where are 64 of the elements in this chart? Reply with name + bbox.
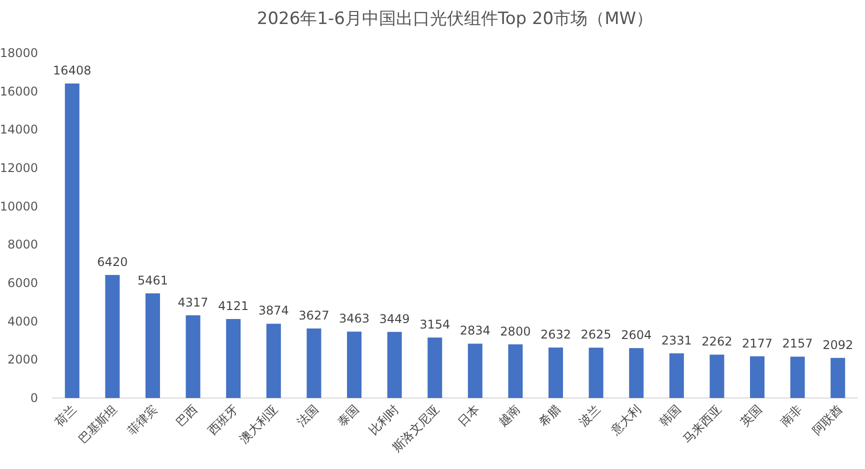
- bar: [588, 348, 604, 398]
- x-tick-label: 英国: [738, 402, 764, 430]
- data-label: 2834: [460, 324, 490, 338]
- x-tick-label: 越南: [496, 402, 523, 430]
- data-label: 2177: [742, 336, 773, 350]
- data-label: 2632: [540, 328, 572, 342]
- data-label: 2331: [661, 333, 692, 348]
- data-label: 4121: [218, 299, 249, 314]
- bar: [145, 293, 160, 398]
- bar: [306, 328, 322, 398]
- data-label: 2092: [822, 338, 854, 352]
- bar: [266, 324, 281, 398]
- bar: [710, 354, 724, 398]
- data-label: 3154: [420, 318, 450, 332]
- y-tick-label: 6000: [7, 276, 38, 290]
- chart-title: 2026年1-6月中国出口光伏组件Top 20市场（MW）: [256, 9, 654, 29]
- bar: [669, 353, 684, 398]
- y-tick-label: 2000: [7, 352, 38, 367]
- bar: [186, 315, 200, 398]
- data-label: 2157: [782, 336, 813, 351]
- data-label: 3463: [338, 312, 370, 326]
- y-tick-label: 0: [30, 391, 38, 405]
- bar: [548, 348, 564, 398]
- x-tick-label: 巴西: [173, 402, 200, 430]
- data-label: 4317: [178, 295, 208, 310]
- bar: [105, 274, 120, 398]
- bar: [790, 356, 805, 398]
- y-tick-label: 16000: [0, 84, 38, 98]
- data-label: 2625: [580, 328, 612, 342]
- y-tick-label: 8000: [7, 238, 38, 252]
- data-label: 2800: [500, 324, 531, 338]
- x-tick-label: 意大利: [607, 402, 644, 438]
- bar: [428, 338, 442, 398]
- data-label: 5461: [137, 273, 168, 288]
- x-tick-label: 日本: [455, 402, 482, 430]
- bar: [750, 356, 765, 398]
- x-tick-label: 南非: [778, 402, 805, 430]
- bar: [226, 319, 241, 398]
- x-tick-label: 泰国: [334, 402, 362, 430]
- x-tick-label: 比利时: [366, 402, 402, 438]
- data-label: 2262: [702, 334, 732, 349]
- y-tick-label: 18000: [0, 46, 38, 60]
- x-tick-label: 菲律宾: [124, 402, 160, 438]
- x-tick-label: 法国: [294, 402, 322, 430]
- data-label: 3874: [258, 304, 289, 318]
- y-tick-label: 4000: [7, 314, 38, 328]
- x-tick-label: 阿联酋: [810, 402, 845, 438]
- y-tick-label: 14000: [0, 122, 38, 137]
- bar: [468, 344, 482, 398]
- y-tick-label: 12000: [0, 161, 38, 175]
- data-label: 16408: [53, 64, 92, 78]
- bar: [508, 344, 523, 398]
- x-tick-label: 希腊: [536, 402, 563, 430]
- y-tick-label: 10000: [0, 199, 38, 214]
- bar: [629, 348, 644, 398]
- bar: [830, 358, 846, 398]
- x-tick-label: 波兰: [576, 402, 604, 430]
- data-label: 3627: [298, 308, 330, 322]
- bar: [64, 84, 80, 398]
- bar: [387, 332, 402, 398]
- data-label: 6420: [97, 254, 128, 269]
- bar: [346, 332, 362, 398]
- data-label: 3449: [379, 312, 410, 326]
- data-label: 2604: [621, 328, 652, 342]
